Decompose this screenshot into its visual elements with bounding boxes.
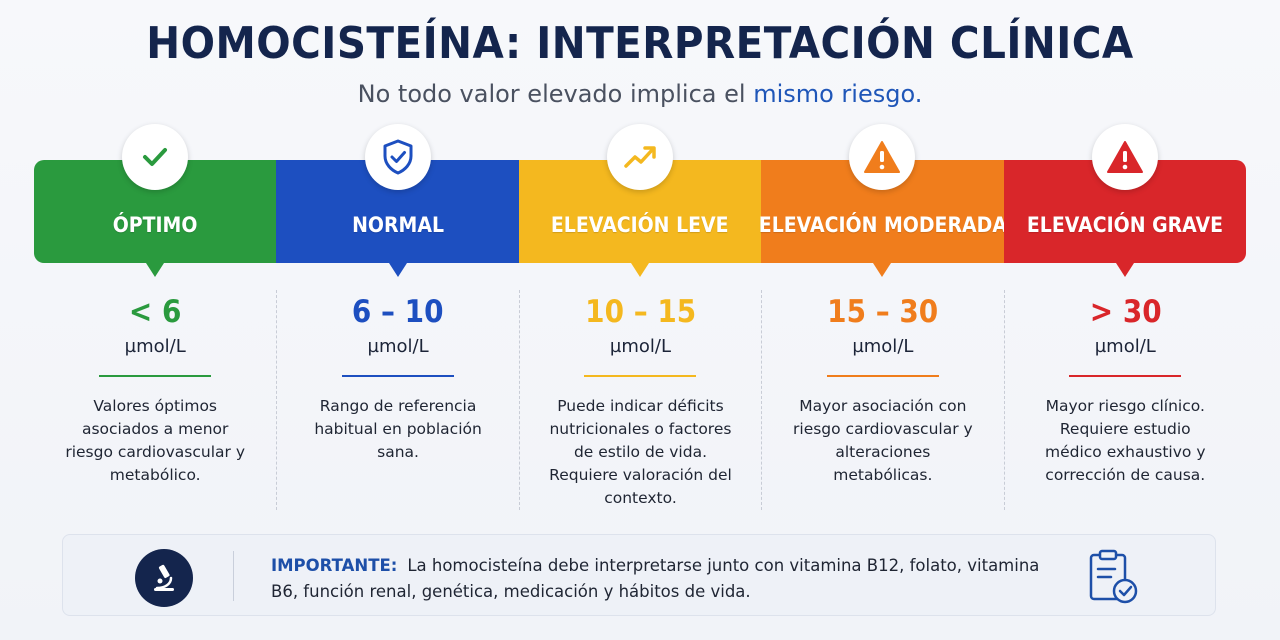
detail-normal: 6 – 10 µmol/L Rango de referencia habitu… bbox=[276, 290, 518, 510]
category-description: Mayor riesgo clínico. Requiere estudio m… bbox=[1044, 397, 1206, 484]
range-value: > 30 bbox=[1089, 294, 1162, 330]
detail-optimo: < 6 µmol/L Valores óptimos asociados a m… bbox=[34, 290, 276, 510]
shield-check-icon bbox=[364, 124, 431, 190]
subtitle-highlight: mismo riesgo. bbox=[753, 80, 923, 108]
range-value: 10 – 15 bbox=[584, 294, 696, 330]
divider bbox=[1069, 375, 1182, 377]
category-band: ÓPTIMO NORMAL ELEVACIÓN LEVE ELEVACIÓN M… bbox=[34, 124, 1246, 277]
range-unit: µmol/L bbox=[852, 336, 914, 357]
range-value: 6 – 10 bbox=[352, 294, 444, 330]
subtitle-text: No todo valor elevado implica el bbox=[357, 80, 746, 108]
category-description: Puede indicar déficits nutricionales o f… bbox=[549, 397, 732, 507]
alert-icon bbox=[1091, 124, 1158, 190]
category-details: < 6 µmol/L Valores óptimos asociados a m… bbox=[34, 290, 1246, 510]
note-text: La homocisteína debe interpretarse junto… bbox=[271, 556, 1040, 601]
category-elevacion-moderada: ELEVACIÓN MODERADA bbox=[758, 124, 1007, 277]
category-description: Valores óptimos asociados a menor riesgo… bbox=[65, 397, 246, 484]
range-value: 15 – 30 bbox=[827, 294, 939, 330]
page-subtitle: No todo valor elevado implica el mismo r… bbox=[0, 80, 1280, 108]
category-label: ÓPTIMO bbox=[112, 212, 198, 237]
range-unit: µmol/L bbox=[609, 336, 672, 357]
warning-icon bbox=[849, 124, 916, 190]
category-normal: NORMAL bbox=[276, 124, 519, 277]
range-unit: µmol/L bbox=[124, 336, 186, 357]
range-value: < 6 bbox=[128, 294, 182, 330]
detail-elevacion-leve: 10 – 15 µmol/L Puede indicar déficits nu… bbox=[518, 290, 761, 510]
detail-elevacion-grave: > 30 µmol/L Mayor riesgo clínico. Requie… bbox=[1003, 290, 1246, 510]
microscope-icon bbox=[135, 549, 193, 607]
pointer-arrow bbox=[1115, 263, 1134, 277]
detail-elevacion-moderada: 15 – 30 µmol/L Mayor asociación con ries… bbox=[761, 290, 1003, 510]
category-label: ELEVACIÓN GRAVE bbox=[1026, 212, 1223, 237]
category-description: Rango de referencia habitual en població… bbox=[314, 397, 482, 461]
pointer-arrow bbox=[146, 263, 165, 277]
range-unit: µmol/L bbox=[367, 336, 429, 357]
category-elevacion-grave: ELEVACIÓN GRAVE bbox=[1003, 124, 1246, 277]
note-text-block: IMPORTANTE: La homocisteína debe interpre… bbox=[271, 553, 1061, 605]
page-title: HOMOCISTEÍNA: INTERPRETACIÓN CLÍNICA bbox=[146, 18, 1134, 69]
note-label: IMPORTANTE: bbox=[271, 556, 398, 575]
pointer-arrow bbox=[388, 263, 407, 277]
trend-up-icon bbox=[606, 124, 673, 190]
clipboard-check-icon bbox=[1085, 547, 1141, 607]
category-label: NORMAL bbox=[351, 212, 444, 237]
category-label: ELEVACIÓN MODERADA bbox=[758, 212, 1007, 237]
category-elevacion-leve: ELEVACIÓN LEVE bbox=[518, 124, 762, 277]
pointer-arrow bbox=[630, 263, 649, 277]
pointer-arrow bbox=[873, 263, 892, 277]
divider bbox=[99, 375, 212, 377]
category-description: Mayor asociación con riesgo cardiovascul… bbox=[793, 397, 973, 484]
range-unit: µmol/L bbox=[1094, 336, 1156, 357]
check-icon bbox=[122, 124, 189, 190]
divider bbox=[826, 375, 939, 377]
important-note: IMPORTANTE: La homocisteína debe interpre… bbox=[62, 534, 1216, 616]
divider bbox=[342, 375, 455, 377]
category-label: ELEVACIÓN LEVE bbox=[551, 212, 729, 237]
note-separator bbox=[233, 551, 234, 601]
divider bbox=[584, 375, 697, 377]
category-optimo: ÓPTIMO bbox=[34, 124, 277, 277]
